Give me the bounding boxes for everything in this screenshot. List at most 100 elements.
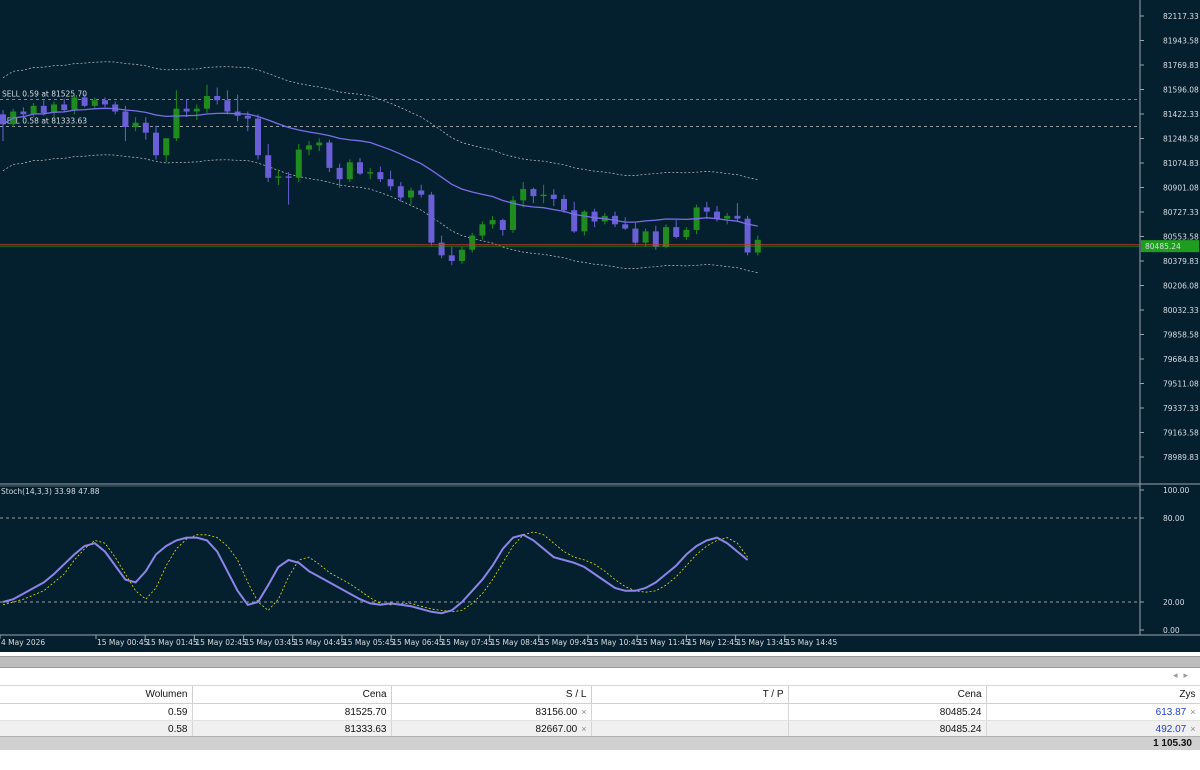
cell-sl[interactable]: 82667.00 × (391, 720, 592, 738)
bear-candle (153, 132, 159, 156)
cell-open-price: 81525.70 (192, 703, 392, 721)
cell-tp[interactable] (591, 703, 789, 721)
bull-candle (520, 189, 527, 201)
bear-candle (571, 210, 578, 232)
bear-candle (244, 115, 251, 119)
bear-candle (428, 194, 435, 243)
bear-candle (81, 97, 88, 106)
bull-candle (91, 100, 98, 106)
bull-candle (275, 176, 282, 178)
bear-candle (214, 95, 221, 101)
price-tick-label: 79684.83 (1163, 355, 1199, 364)
bull-candle (489, 220, 496, 225)
stoch-main-line (2, 533, 749, 615)
header-profit[interactable]: Zys (986, 686, 1200, 704)
time-tick-label: 15 May 13:45 (737, 638, 789, 647)
cell-sl[interactable]: 83156.00 × (391, 703, 592, 721)
scroll-right-icon[interactable]: ▸ (1183, 670, 1194, 680)
header-open-price[interactable]: Cena (192, 686, 392, 704)
remove-sl-icon[interactable]: × (581, 706, 587, 717)
bear-candle (285, 176, 292, 178)
bear-candle (438, 242, 445, 256)
cell-current-price: 80485.24 (788, 720, 987, 738)
profit-value: 492.07 (1155, 723, 1187, 735)
trade-label: SELL 0.59 at 81525.70 (2, 89, 87, 98)
header-tp[interactable]: T / P (591, 686, 789, 704)
time-tick-label: 15 May 04:45 (294, 638, 346, 647)
scroll-arrows[interactable]: ◂▸ (1173, 670, 1194, 681)
price-tick-label: 79163.58 (1163, 429, 1199, 438)
cell-profit: 492.07 × (986, 720, 1200, 738)
time-tick-label: 15 May 00:45 (97, 638, 149, 647)
price-tick-label: 79337.33 (1163, 404, 1199, 413)
time-tick-label: 15 May 07:45 (441, 638, 493, 647)
table-row[interactable]: 0.59 81525.70 83156.00 × 80485.24 613.87 × (0, 703, 1200, 721)
price-tick-label: 81769.83 (1163, 61, 1199, 70)
bull-candle (163, 138, 170, 156)
time-tick-label: 15 May 02:45 (195, 638, 247, 647)
bull-candle (663, 227, 669, 247)
bear-candle (530, 189, 537, 197)
bear-candle (561, 198, 567, 211)
close-position-icon[interactable]: × (1190, 706, 1196, 717)
price-tick-label: 81943.58 (1163, 37, 1199, 46)
table-row[interactable]: 0.58 81333.63 82667.00 × 80485.24 492.07 × (0, 720, 1200, 738)
remove-sl-icon[interactable]: × (581, 723, 587, 734)
bear-candle (418, 190, 425, 195)
bear-candle (40, 105, 47, 113)
close-position-icon[interactable]: × (1190, 723, 1196, 734)
time-tick-label: 15 May 09:45 (540, 638, 592, 647)
bull-candle (459, 249, 465, 261)
stoch-tick-label: 80.00 (1163, 514, 1185, 523)
bear-candle (632, 228, 639, 243)
stoch-signal-line (2, 531, 748, 613)
panel-splitter[interactable] (0, 656, 1200, 668)
scroll-left-icon[interactable]: ◂ (1172, 670, 1184, 680)
moving-average-line (2, 107, 758, 227)
bear-candle (0, 114, 6, 125)
bear-candle (744, 218, 751, 253)
total-row: 1 105.30 (0, 736, 1200, 750)
price-tick-label: 81422.33 (1163, 110, 1199, 119)
table-header-row: Wolumen Cena S / L T / P Cena Zys (0, 686, 1200, 704)
bull-candle (540, 194, 547, 197)
cell-tp[interactable] (591, 720, 789, 738)
bear-candle (734, 215, 741, 219)
bear-candle (591, 211, 598, 222)
chart-canvas[interactable]: 82117.33 81943.58 81769.83 81596.08 81422.33… (0, 0, 1200, 652)
header-current-price[interactable]: Cena (788, 686, 987, 704)
indicator-label: Stoch(14,3,3) 33.98 47.88 (1, 487, 100, 496)
price-tick-label: 80553.58 (1163, 233, 1199, 242)
time-tick-label: 15 May 08:45 (491, 638, 543, 647)
header-volume[interactable]: Wolumen (0, 686, 193, 704)
trade-table: Wolumen Cena S / L T / P Cena Zys 0.59 8… (0, 686, 1200, 738)
bear-candle (703, 207, 710, 212)
bull-candle (51, 104, 57, 113)
cell-current-price: 80485.24 (788, 703, 987, 721)
time-tick-label: 15 May 06:45 (392, 638, 444, 647)
panel-separator (0, 652, 1200, 656)
price-tick-label: 82117.33 (1163, 12, 1199, 21)
bull-candle (346, 162, 353, 180)
toolbox-header: ◂▸ (0, 668, 1200, 686)
bear-candle (397, 186, 404, 198)
bull-candle (367, 172, 374, 174)
bear-candle (336, 167, 343, 180)
price-tick-label: 79511.08 (1163, 380, 1199, 389)
price-chart[interactable]: 82117.33 81943.58 81769.83 81596.08 81422.33… (0, 0, 1200, 652)
current-price-tag (1141, 240, 1199, 253)
cell-profit: 613.87 × (986, 703, 1200, 721)
bear-candle (142, 122, 149, 133)
time-tick-label: 15 May 10:45 (589, 638, 641, 647)
price-tick-label: 80032.33 (1163, 306, 1199, 315)
price-tick-label: 81248.58 (1163, 135, 1199, 144)
bear-candle (448, 255, 455, 261)
bull-candle (510, 200, 516, 230)
bull-candle (408, 190, 414, 198)
header-sl[interactable]: S / L (391, 686, 592, 704)
cell-volume: 0.59 (0, 703, 193, 721)
bear-candle (673, 227, 680, 238)
bear-candle (61, 104, 68, 111)
bull-candle (469, 235, 476, 250)
time-tick-label: 15 May 11:45 (638, 638, 690, 647)
